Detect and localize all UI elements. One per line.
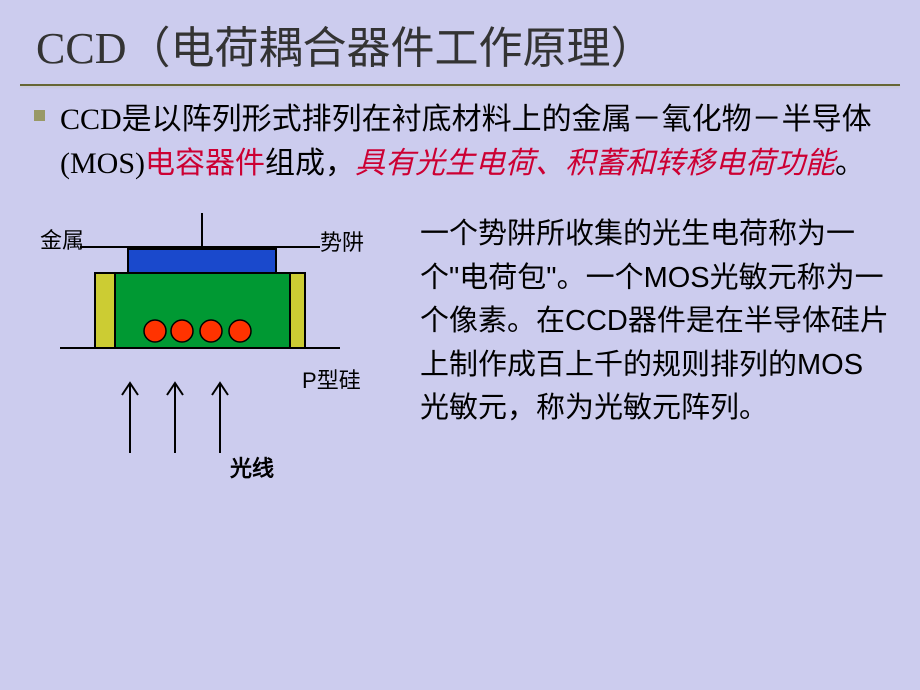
explanation-text: 一个势阱所收集的光生电荷称为一个"电荷包"。一个MOS光敏元称为一个像素。在CC… bbox=[420, 213, 900, 431]
label-p-suffix: 型硅 bbox=[317, 368, 361, 393]
intro-part4-red-italic: 具有光生电荷、积蓄和转移电荷功能 bbox=[355, 147, 835, 180]
intro-part5: 。 bbox=[835, 147, 865, 180]
label-p-silicon: P型硅 bbox=[302, 363, 361, 395]
slide-title: CCD（电荷耦合器件工作原理） bbox=[0, 0, 920, 84]
intro-paragraph: CCD是以阵列形式排列在衬底材料上的金属－氧化物－半导体(MOS)电容器件组成，… bbox=[0, 86, 920, 185]
label-metal: 金属 bbox=[40, 223, 84, 255]
label-potential-well: 势阱 bbox=[320, 225, 364, 257]
label-light: 光线 bbox=[230, 451, 274, 483]
content-row: 金属 势阱 P型硅 光线 一个势阱所收集的光生电荷称为一个"电荷包"。一个MOS… bbox=[0, 185, 920, 431]
label-p-prefix: P bbox=[302, 368, 317, 393]
bullet-icon bbox=[34, 110, 45, 121]
intro-part2-red: 电容器件 bbox=[145, 147, 265, 180]
diagram-column: 金属 势阱 P型硅 光线 bbox=[20, 213, 420, 431]
intro-part3: 组成， bbox=[265, 147, 355, 180]
intro-text: CCD是以阵列形式排列在衬底材料上的金属－氧化物－半导体(MOS)电容器件组成，… bbox=[60, 98, 880, 185]
